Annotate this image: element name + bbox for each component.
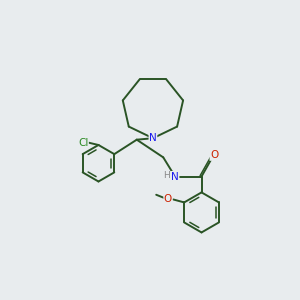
Text: Cl: Cl [78,138,88,148]
Text: O: O [210,150,218,160]
Text: N: N [171,172,179,182]
Text: N: N [149,133,157,143]
Text: H: H [164,171,170,180]
Text: O: O [164,194,172,205]
